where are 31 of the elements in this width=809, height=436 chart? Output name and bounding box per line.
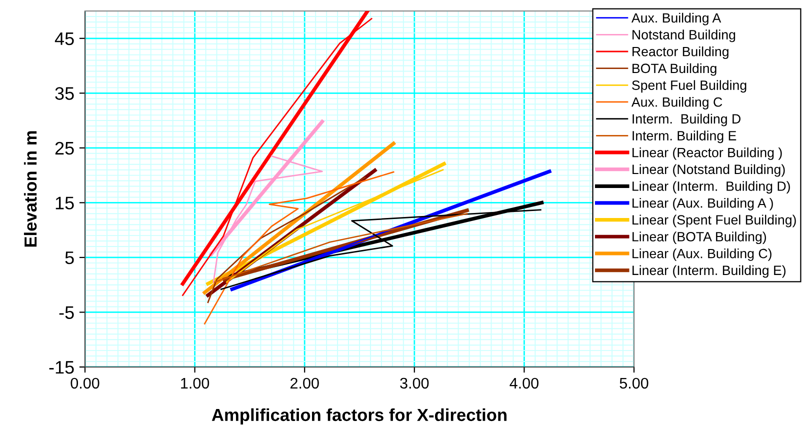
legend-label: Reactor Building bbox=[632, 46, 728, 59]
legend-label: Interm. Building E bbox=[632, 130, 736, 144]
legend-label: BOTA Building bbox=[632, 63, 716, 76]
legend-label: Aux. Building C bbox=[631, 96, 722, 110]
legend-label: Interm. Building D bbox=[632, 114, 740, 126]
legend-label: Linear (Aux. Building A ) bbox=[632, 198, 773, 210]
legend-label: Linear (Notstand Building) bbox=[632, 164, 785, 177]
x-tick-label: 5.00 bbox=[620, 378, 648, 389]
x-tick-label: 3.00 bbox=[400, 378, 429, 389]
y-tick-label: -5 bbox=[59, 306, 74, 319]
legend-label: Linear (Aux. Building C) bbox=[632, 248, 772, 261]
legend-label: Linear (Interm. Building E) bbox=[632, 265, 786, 278]
y-tick-label: 35 bbox=[55, 87, 74, 100]
y-tick-label: 45 bbox=[54, 32, 74, 46]
legend-label: Linear (BOTA Building) bbox=[632, 232, 766, 244]
x-tick-label: 2.00 bbox=[290, 378, 319, 389]
x-tick-label: 1.00 bbox=[181, 378, 210, 389]
legend-label: Linear (Spent Fuel Building) bbox=[632, 214, 796, 228]
y-tick-label: 15 bbox=[56, 196, 74, 210]
y-tick-label: 5 bbox=[65, 252, 74, 264]
y-axis-title: Elevation in m bbox=[24, 131, 37, 247]
x-axis-title: Amplification factors for X-direction bbox=[212, 408, 506, 425]
legend-label: Linear (Interm. Building D) bbox=[632, 181, 790, 194]
x-tick-label: 4.00 bbox=[510, 378, 538, 389]
y-tick-label: -15 bbox=[49, 361, 74, 374]
y-tick-label: 25 bbox=[55, 142, 74, 155]
legend-label: Notstand Building bbox=[632, 30, 736, 42]
legend-label: Linear (Reactor Building ) bbox=[632, 147, 782, 160]
legend-label: Aux. Building A bbox=[631, 12, 722, 26]
legend-label: Spent Fuel Building bbox=[632, 80, 746, 93]
x-tick-label: 0.00 bbox=[70, 378, 100, 389]
